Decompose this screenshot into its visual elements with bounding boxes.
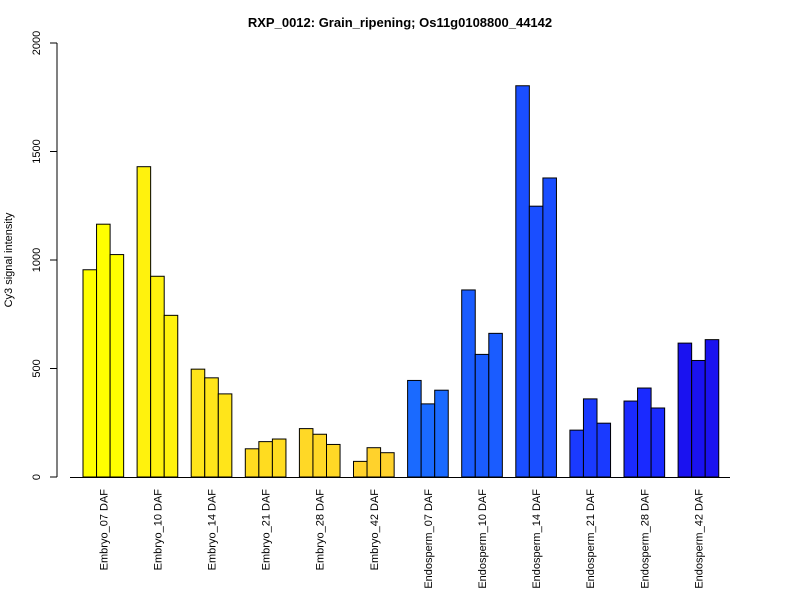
bar bbox=[163, 314, 179, 478]
x-tick-label: Endosperm_07 DAF bbox=[423, 489, 435, 589]
bar bbox=[420, 403, 436, 478]
bar bbox=[96, 223, 111, 478]
y-tick-label: 500 bbox=[31, 359, 43, 377]
x-tick-label: Embryo_42 DAF bbox=[369, 489, 381, 571]
bar bbox=[582, 398, 598, 478]
bar bbox=[474, 353, 490, 478]
x-tick-label: Endosperm_21 DAF bbox=[585, 489, 597, 589]
x-tick-label: Endosperm_14 DAF bbox=[531, 489, 543, 589]
y-axis: 0 500 1000 1500 2000 bbox=[31, 31, 58, 480]
bar bbox=[109, 254, 125, 478]
bar bbox=[136, 166, 152, 478]
bar bbox=[434, 389, 449, 478]
bar bbox=[596, 422, 612, 478]
bar bbox=[623, 400, 639, 478]
x-tick-label: Embryo_07 DAF bbox=[98, 489, 110, 571]
bar bbox=[704, 339, 720, 478]
y-tick-label: 1000 bbox=[31, 248, 43, 272]
y-tick-label: 0 bbox=[31, 474, 43, 480]
x-tick-label: Embryo_10 DAF bbox=[152, 489, 164, 571]
bar bbox=[150, 275, 165, 478]
bar bbox=[312, 433, 328, 478]
bar bbox=[217, 393, 233, 478]
bar bbox=[691, 359, 706, 478]
y-axis-label: Cy3 signal intensity bbox=[3, 212, 15, 307]
bar bbox=[353, 460, 368, 478]
bar bbox=[366, 447, 382, 478]
x-tick-label: Embryo_28 DAF bbox=[315, 489, 327, 571]
x-tick-label: Embryo_21 DAF bbox=[261, 489, 273, 571]
bar bbox=[515, 85, 530, 478]
x-tick-label: Endosperm_10 DAF bbox=[477, 489, 489, 589]
bars-group bbox=[82, 85, 720, 478]
bar bbox=[677, 342, 693, 478]
bar bbox=[461, 289, 476, 478]
bar bbox=[271, 438, 287, 478]
bar bbox=[204, 377, 219, 478]
bar bbox=[528, 205, 544, 478]
y-tick-label: 2000 bbox=[31, 31, 43, 55]
bar bbox=[298, 428, 314, 478]
bar bbox=[326, 443, 341, 478]
bar bbox=[258, 441, 273, 478]
bar bbox=[650, 407, 666, 478]
chart-title: RXP_0012: Grain_ripening; Os11g0108800_4… bbox=[248, 15, 552, 30]
bar bbox=[380, 452, 395, 478]
bar bbox=[82, 269, 98, 478]
bar bbox=[637, 387, 652, 478]
x-tick-label: Endosperm_28 DAF bbox=[639, 489, 651, 589]
bar bbox=[542, 177, 557, 478]
bar bbox=[244, 448, 260, 478]
bar bbox=[488, 332, 503, 478]
x-tick-labels: Embryo_07 DAF Embryo_10 DAF Embryo_14 DAF E… bbox=[98, 489, 705, 589]
bar bbox=[407, 379, 422, 478]
x-tick-label: Endosperm_42 DAF bbox=[693, 489, 705, 589]
y-tick-label: 1500 bbox=[31, 139, 43, 163]
bar bbox=[190, 368, 206, 478]
bar bbox=[569, 429, 584, 478]
x-tick-label: Embryo_14 DAF bbox=[207, 489, 219, 571]
